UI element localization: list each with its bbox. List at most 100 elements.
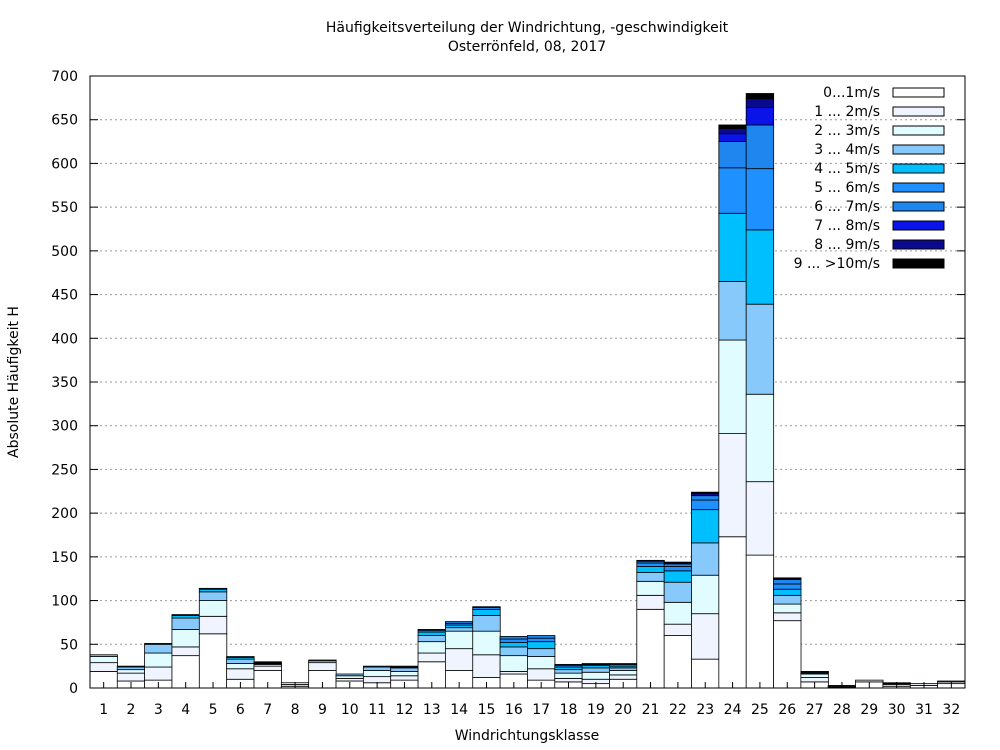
y-tick-label: 50 (60, 637, 78, 653)
bar-segment (89, 654, 118, 657)
y-tick-label: 150 (51, 550, 78, 566)
bar-segment (581, 671, 611, 680)
x-tick-label: 28 (833, 702, 851, 718)
x-axis-label: Windrichtungsklasse (455, 728, 600, 744)
bar-segment (390, 675, 419, 681)
bar-segment (499, 646, 528, 657)
bar-segment (116, 672, 146, 682)
x-axis-ticks: 1 2 3 4 5 6 7 8 9 10 11 12 13 14 15 16 17 18 19 20 21 22 23 24 2… (99, 682, 960, 718)
bar-segment (718, 536, 747, 689)
bar-segment (226, 663, 255, 670)
bar-segment (171, 614, 200, 616)
bar-segment (636, 608, 665, 689)
x-tick-label: 27 (806, 702, 824, 718)
x-tick-label: 25 (751, 702, 769, 718)
y-tick-label: 100 (51, 594, 78, 610)
y-tick-label: 200 (51, 506, 78, 522)
y-tick-label: 600 (51, 156, 78, 172)
bar-segment (745, 481, 775, 556)
x-tick-label: 13 (423, 702, 441, 718)
bar-segment (718, 339, 747, 434)
bar-segment (745, 98, 775, 108)
bar-segment (855, 679, 884, 683)
y-tick-label: 500 (51, 244, 78, 260)
bar-segment (773, 603, 802, 614)
bar-segment (663, 570, 693, 583)
x-tick-label: 24 (724, 702, 742, 718)
bar-segment (444, 630, 474, 650)
bar-segment (773, 579, 802, 585)
grid-lines (90, 119, 965, 645)
legend-label: 0...1m/s (823, 85, 880, 101)
bar-segment (499, 636, 528, 640)
legend-swatch (892, 163, 945, 174)
bar-segment (663, 581, 693, 603)
plot-frame (89, 75, 966, 689)
legend-swatch (892, 239, 945, 250)
y-axis-ticks: 0 50 100 150 200 250 300 350 400 450 500 550 600 650 7… (51, 69, 965, 697)
bar-segment (718, 167, 747, 214)
x-tick-label: 23 (696, 702, 714, 718)
bar-segment (527, 648, 556, 657)
bar-segment (636, 572, 665, 582)
x-tick-label: 15 (478, 702, 496, 718)
legend-label: 2 ... 3m/s (814, 123, 880, 139)
bar-segment (362, 665, 392, 668)
bar-segment (390, 670, 419, 677)
bar-segment (144, 643, 173, 645)
bar-segment (691, 613, 720, 660)
bar-segment (362, 676, 392, 684)
bar-segment (636, 559, 665, 562)
bar-segment (718, 141, 747, 169)
bar-segment (472, 654, 501, 678)
bar-segment (527, 668, 556, 681)
x-tick-label: 29 (860, 702, 878, 718)
bar-segment (745, 107, 775, 126)
bar-segment (144, 643, 173, 654)
bar-segment (472, 608, 501, 616)
bar-segment (144, 666, 173, 681)
bar-segment (718, 128, 747, 135)
bar-segment (691, 495, 720, 501)
bar-segment (609, 674, 638, 680)
bar-segment (116, 665, 146, 668)
x-tick-label: 3 (154, 702, 163, 718)
bar-segment (745, 93, 775, 100)
bar-segment (444, 648, 474, 671)
x-tick-label: 9 (318, 702, 327, 718)
bar-segment (335, 673, 364, 677)
bar-segment (773, 583, 802, 590)
x-tick-label: 30 (888, 702, 906, 718)
bar-segment (581, 667, 611, 673)
bar-segment (472, 615, 501, 632)
bar-segment (116, 666, 146, 671)
legend-swatch (892, 87, 945, 98)
y-tick-label: 550 (51, 200, 78, 216)
bar-segment (773, 577, 802, 580)
bar-segment (554, 677, 583, 683)
bar-segment (226, 668, 255, 680)
bar-segment (691, 491, 720, 494)
bar-segment (308, 662, 337, 671)
bar-segment (691, 542, 720, 576)
bar-segment (663, 566, 693, 572)
bar-segment (718, 133, 747, 142)
bar-segment (636, 580, 665, 596)
legend-swatch (892, 182, 945, 193)
legend-swatch (892, 125, 945, 136)
bar-segment (773, 594, 802, 605)
x-tick-label: 16 (505, 702, 523, 718)
bar-segment (417, 631, 446, 636)
bar-segment (390, 667, 419, 672)
x-tick-label: 5 (209, 702, 218, 718)
bar-segment (800, 673, 829, 678)
bar-segment (417, 635, 446, 643)
bar-segment (745, 303, 775, 395)
bar-segment (171, 646, 200, 657)
bar-segment (554, 669, 583, 674)
bar-segment (198, 591, 228, 601)
bar-segment (89, 656, 118, 664)
bar-segment (663, 601, 693, 625)
bar-segment (499, 642, 528, 648)
